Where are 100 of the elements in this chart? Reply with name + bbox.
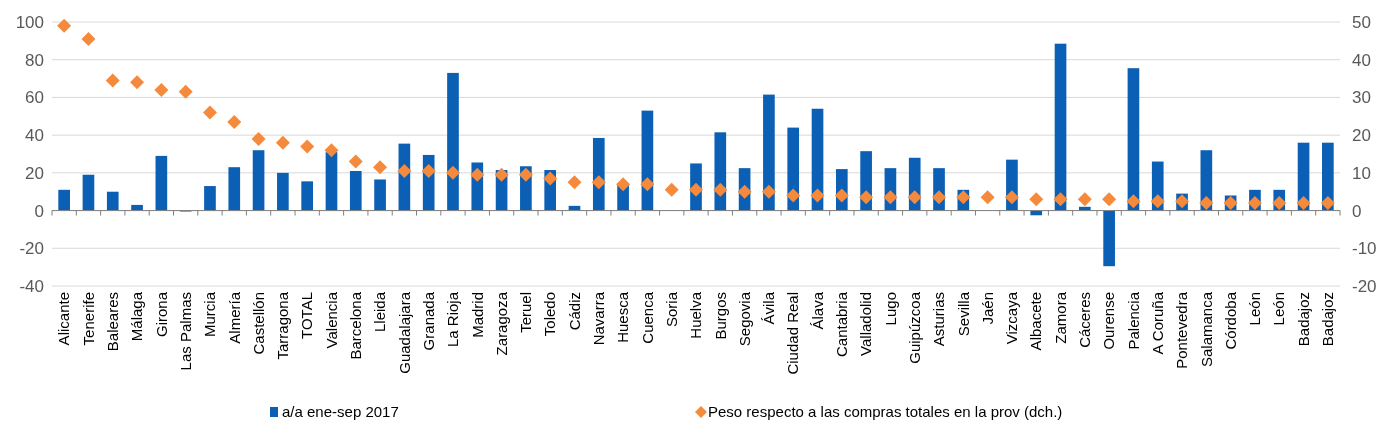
x-tick-label: León	[1270, 292, 1288, 326]
y2-tick-label: 40	[1352, 50, 1371, 70]
point	[373, 160, 388, 175]
x-tick-label: Guipúzcoa	[905, 291, 923, 364]
point	[445, 165, 460, 180]
y2-tick-label: 20	[1352, 126, 1371, 146]
point	[470, 167, 485, 182]
bar	[301, 181, 313, 211]
x-tick-label: Vizcaya	[1003, 291, 1021, 345]
point	[1029, 192, 1044, 207]
point	[956, 190, 971, 205]
y2-tick-label: -10	[1352, 239, 1377, 259]
x-tick-label: La Rioja	[444, 291, 462, 348]
point	[1126, 194, 1141, 209]
point	[761, 184, 776, 199]
bar	[349, 170, 362, 211]
point	[324, 143, 339, 158]
x-tick-label: Madrid	[468, 292, 486, 338]
point	[567, 175, 582, 190]
x-tick-label: Badajoz	[1319, 292, 1337, 347]
bar	[155, 155, 168, 211]
x-tick-label: Córdoba	[1221, 291, 1239, 350]
point	[81, 31, 96, 46]
bar	[131, 204, 143, 211]
x-tick-label: Granada	[419, 291, 437, 351]
point	[543, 171, 558, 186]
x-tick-label: Zaragoza	[492, 291, 510, 356]
point	[494, 167, 509, 182]
point	[616, 177, 631, 192]
x-tick-label: Lleida	[371, 291, 389, 333]
point	[397, 163, 412, 178]
point	[300, 139, 315, 154]
point	[932, 190, 947, 205]
point	[348, 154, 363, 169]
point	[737, 184, 752, 199]
x-tick-label: Asturias	[930, 292, 948, 347]
point	[1296, 196, 1311, 211]
x-tick-label: Navarra	[590, 291, 608, 346]
point	[227, 114, 242, 129]
point	[1004, 190, 1019, 205]
x-tick-label: Segovia	[735, 291, 753, 347]
x-tick-label: Burgos	[711, 292, 729, 340]
bar	[277, 172, 289, 211]
bar	[252, 150, 265, 211]
point	[664, 182, 679, 197]
x-tick-label: Palencia	[1124, 291, 1142, 350]
point	[980, 190, 995, 205]
point	[421, 163, 436, 178]
point	[202, 105, 217, 120]
bar	[228, 167, 241, 211]
point	[713, 182, 728, 197]
bar	[1103, 210, 1115, 267]
x-tick-label: Cáceres	[1076, 292, 1094, 348]
x-tick-label: Cádiz	[565, 292, 583, 331]
bar	[106, 191, 119, 211]
y2-tick-label: 50	[1352, 12, 1371, 32]
y-tick-label: 100	[15, 12, 44, 32]
x-tick-label: Albacete	[1027, 292, 1045, 351]
bar	[763, 94, 775, 211]
point	[154, 82, 169, 97]
x-tick-label: Teruel	[517, 292, 535, 333]
x-tick-label: León	[1246, 292, 1264, 326]
x-tick-label: Alicante	[55, 292, 73, 346]
x-tick-label: Tenerife	[79, 292, 97, 346]
point	[130, 75, 145, 90]
y2-tick-label: 0	[1352, 201, 1362, 221]
x-tick-label: Huesca	[614, 291, 632, 343]
x-tick-label: Badajoz	[1294, 292, 1312, 347]
x-tick-label: Ourense	[1100, 292, 1118, 350]
point	[689, 182, 703, 197]
y-tick-label: 80	[25, 50, 44, 70]
legend-label: a/a ene-sep 2017	[282, 403, 399, 421]
point	[518, 167, 533, 182]
point	[907, 190, 922, 205]
y-tick-label: 20	[25, 163, 44, 183]
y2-tick-label: 10	[1352, 163, 1371, 183]
point	[1247, 196, 1262, 211]
point	[1272, 196, 1287, 211]
x-tick-label: Castellón	[249, 292, 267, 355]
bar	[204, 186, 216, 211]
legend-label: Peso respecto a las compras totales en la prov (dch.)	[708, 403, 1063, 421]
point	[883, 190, 898, 205]
bar	[787, 127, 800, 211]
point	[1320, 196, 1335, 211]
x-tick-label: Guadalajara	[395, 291, 413, 374]
x-tick-label: Zamora	[1051, 291, 1069, 344]
y-tick-label: 40	[25, 126, 44, 146]
x-tick-label: Baleares	[104, 292, 121, 352]
bar	[58, 189, 70, 211]
point	[640, 177, 655, 192]
x-tick-label: Valladolid	[857, 292, 875, 356]
point	[1053, 192, 1068, 207]
x-tick-label: A Coruña	[1148, 291, 1166, 355]
point	[1150, 194, 1165, 209]
x-tick-label: Barcelona	[347, 291, 365, 360]
point	[1102, 192, 1117, 207]
point	[1199, 196, 1214, 211]
x-tick-label: Murcia	[201, 291, 219, 338]
y-tick-label: 0	[34, 201, 44, 221]
x-tick-label: Jaén	[978, 292, 996, 325]
